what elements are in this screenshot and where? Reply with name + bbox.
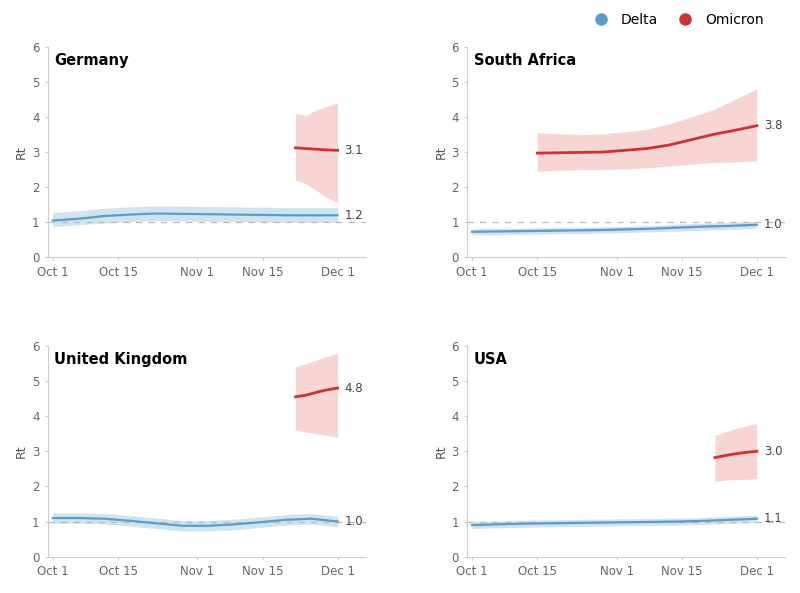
Text: 1.0: 1.0 — [345, 515, 363, 528]
Y-axis label: Rt: Rt — [15, 445, 28, 458]
Text: Germany: Germany — [54, 53, 129, 68]
Text: South Africa: South Africa — [474, 53, 576, 68]
Y-axis label: Rt: Rt — [15, 145, 28, 159]
Text: 3.1: 3.1 — [345, 144, 363, 157]
Text: 1.0: 1.0 — [764, 218, 782, 231]
Text: United Kingdom: United Kingdom — [54, 352, 188, 367]
Text: 3.8: 3.8 — [764, 119, 782, 132]
Text: 1.2: 1.2 — [345, 209, 363, 222]
Text: USA: USA — [474, 352, 507, 367]
Y-axis label: Rt: Rt — [434, 445, 447, 458]
Text: 3.0: 3.0 — [764, 445, 782, 458]
Y-axis label: Rt: Rt — [434, 145, 447, 159]
Legend: Delta, Omicron: Delta, Omicron — [582, 7, 769, 32]
Text: 4.8: 4.8 — [345, 381, 363, 394]
Text: 1.1: 1.1 — [764, 512, 782, 525]
